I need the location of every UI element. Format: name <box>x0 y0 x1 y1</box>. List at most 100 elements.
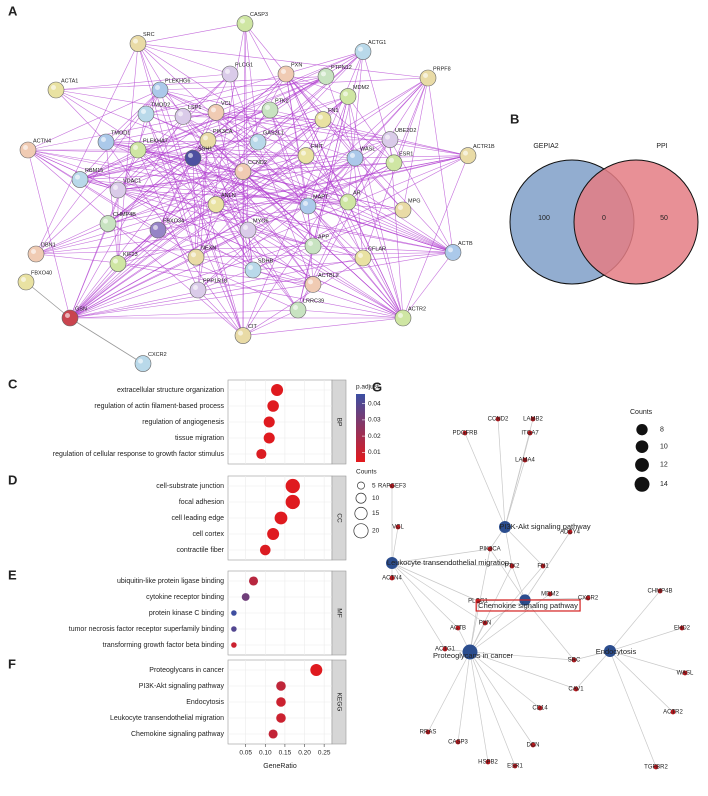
network-g: G CCND2 LAMB2 PDGFRB ITGA7 LAMA4 RAPGEF3 VCL ADC… <box>372 379 694 770</box>
node-label: FBXO34 <box>163 218 184 224</box>
node-highlight <box>133 145 138 150</box>
gene-node <box>455 739 461 745</box>
node-label: ACTG1 <box>368 40 386 46</box>
edge <box>252 269 404 319</box>
gene-node <box>455 625 461 631</box>
node-label: MDM2 <box>353 85 369 91</box>
dot <box>259 544 271 556</box>
edge <box>362 257 404 319</box>
edge <box>69 229 249 319</box>
node-highlight <box>358 253 363 258</box>
edge <box>69 229 159 319</box>
edge <box>257 141 404 319</box>
edge <box>347 162 395 203</box>
edge <box>242 309 299 336</box>
node-highlight <box>303 201 308 206</box>
node-label: PTK2 <box>275 98 289 104</box>
gene-node <box>540 563 546 569</box>
panel-label: C <box>8 376 18 391</box>
size-legend-label: 12 <box>660 462 668 469</box>
dot <box>310 664 323 676</box>
edge <box>105 109 271 143</box>
edge <box>35 73 231 255</box>
dot <box>263 416 275 428</box>
edge <box>307 162 395 207</box>
pathway-label: Chemokine signaling pathway <box>478 601 578 610</box>
edge <box>35 43 139 255</box>
size-legend-label: 10 <box>660 443 668 450</box>
gene-label: PTK2 <box>504 564 520 570</box>
edge <box>159 77 429 91</box>
gene-node <box>522 457 528 463</box>
category-label: regulation of angiogenesis <box>142 419 224 426</box>
x-axis-title: GeneRatio <box>263 763 297 770</box>
gene-label: ACTN4 <box>382 576 402 582</box>
edge <box>354 155 469 159</box>
node-highlight <box>23 145 28 150</box>
gene-label: RAPGEF3 <box>378 484 407 490</box>
edge <box>117 162 395 191</box>
node-highlight <box>301 150 306 156</box>
gene-node <box>485 759 491 765</box>
edge <box>393 155 469 164</box>
node-label: PRPF8 <box>433 66 451 72</box>
node-label: AR <box>353 190 361 196</box>
node-label: SRC <box>143 32 155 38</box>
dot <box>231 642 237 648</box>
edge <box>609 627 683 652</box>
venn-circle <box>573 159 699 285</box>
node-highlight <box>318 114 323 120</box>
node-label: ACTB <box>458 241 473 247</box>
node-highlight <box>113 185 118 190</box>
edge <box>609 590 661 652</box>
edge <box>117 189 454 253</box>
category-label: contractile fiber <box>177 547 225 554</box>
pathway-node <box>462 644 478 660</box>
edge <box>285 73 454 253</box>
panel-label: G <box>372 379 382 394</box>
edge <box>609 650 686 674</box>
gene-node <box>530 416 536 422</box>
node-label: MYO6 <box>253 218 269 224</box>
gene-node <box>442 646 448 652</box>
edge <box>469 651 489 763</box>
edge <box>354 157 404 211</box>
facet-label: CC <box>335 513 342 523</box>
node-label: NEXN <box>201 246 216 252</box>
edge <box>35 155 469 255</box>
set-count: 100 <box>538 215 550 222</box>
dot <box>276 681 286 691</box>
edge <box>117 96 349 191</box>
size-legend-dot <box>635 440 649 453</box>
edge <box>242 157 356 336</box>
edge <box>389 139 469 156</box>
edge <box>105 89 161 143</box>
gene-node <box>537 705 543 711</box>
edge <box>207 140 259 143</box>
node-highlight <box>211 199 216 205</box>
edge <box>247 157 356 231</box>
edge <box>573 650 611 661</box>
node-label: VCL <box>221 101 232 107</box>
edge <box>215 112 356 159</box>
gene-label: RRAS <box>420 730 437 736</box>
edge <box>145 113 197 258</box>
edge <box>242 257 364 336</box>
gene-node <box>509 563 515 569</box>
edge <box>27 89 161 151</box>
node-highlight <box>133 38 138 44</box>
size-legend-label: 14 <box>660 481 668 488</box>
node-highlight <box>103 218 108 224</box>
gene-node <box>389 575 395 581</box>
set-name: PPI <box>656 143 667 150</box>
gene-node <box>395 524 401 530</box>
gene-node <box>567 529 573 535</box>
node-label: FBXO40 <box>31 270 52 276</box>
node-label: APP <box>318 234 329 240</box>
panel-label: D <box>8 472 17 487</box>
gene-label: LAMA4 <box>515 458 535 464</box>
dot <box>276 697 286 707</box>
node-highlight <box>248 265 253 270</box>
dot <box>267 400 279 412</box>
